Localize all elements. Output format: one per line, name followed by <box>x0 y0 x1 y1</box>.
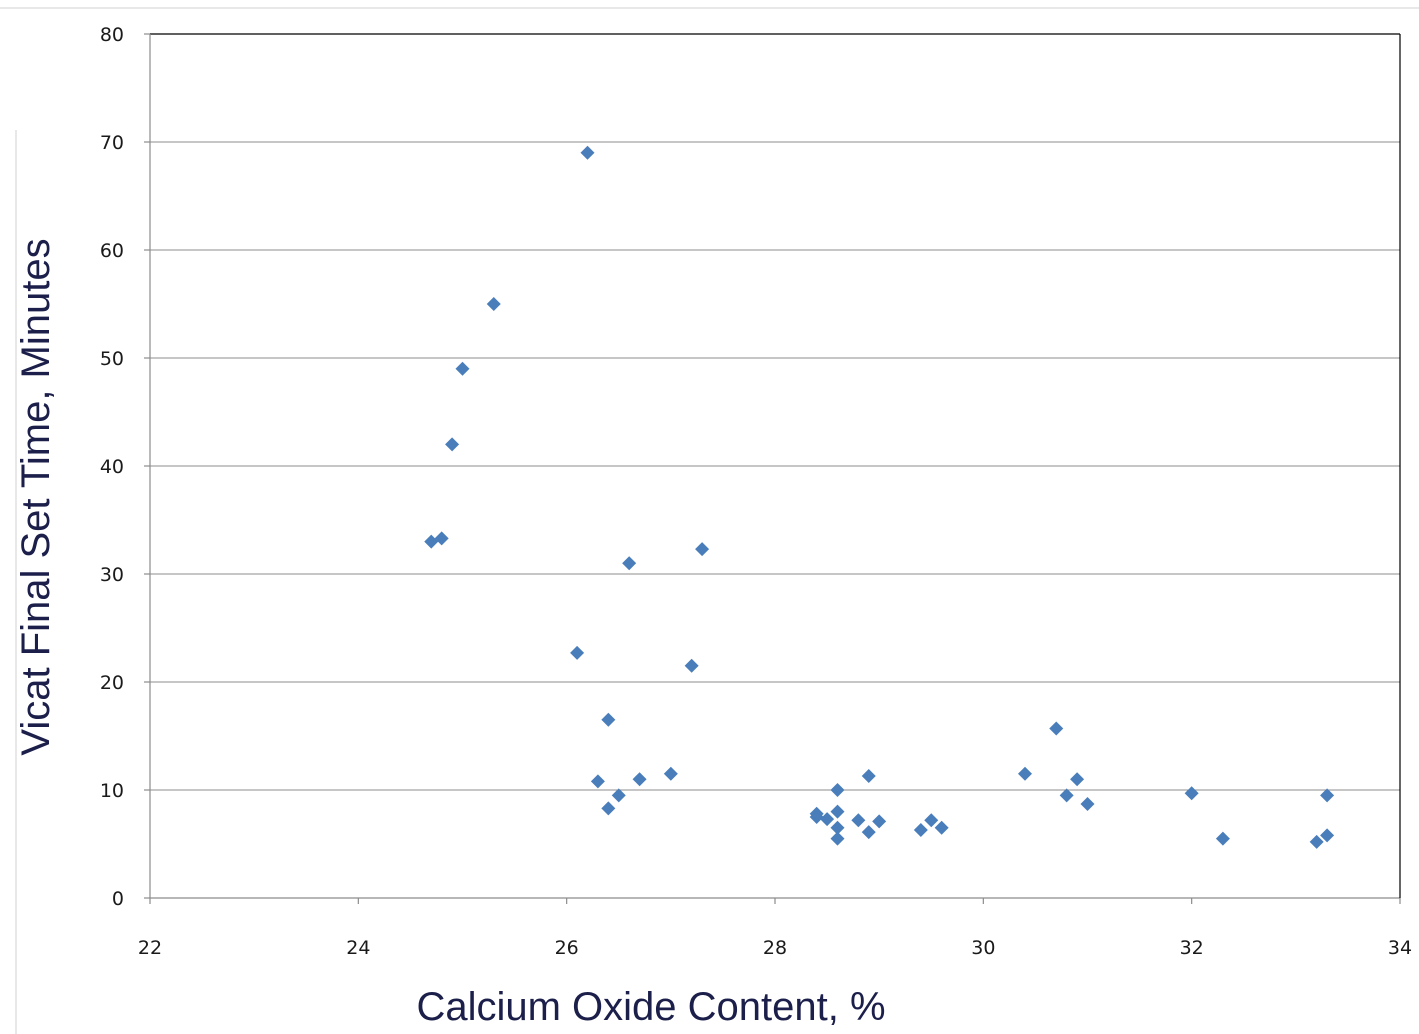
x-tick-label: 34 <box>1388 937 1412 959</box>
data-point <box>580 145 595 160</box>
data-point <box>455 361 470 376</box>
data-point <box>1309 834 1324 849</box>
data-point <box>1184 786 1199 801</box>
y-tick-label: 60 <box>100 240 124 262</box>
data-point <box>924 813 939 828</box>
data-point <box>830 804 845 819</box>
data-point <box>611 788 626 803</box>
y-tick-label: 80 <box>100 24 124 46</box>
data-point <box>632 772 647 787</box>
data-point <box>830 831 845 846</box>
data-point <box>1215 831 1230 846</box>
data-point <box>1049 721 1064 736</box>
data-point <box>434 531 449 546</box>
data-point <box>851 813 866 828</box>
data-point <box>830 820 845 835</box>
data-point <box>486 297 501 311</box>
data-point <box>590 774 605 789</box>
data-point <box>695 542 710 557</box>
x-axis-title: Calcium Oxide Content, % <box>416 985 885 1029</box>
y-tick-label: 20 <box>100 672 124 694</box>
data-point <box>809 810 824 824</box>
x-axis-tick-labels: 22 24 26 28 30 32 34 <box>138 937 1412 959</box>
data-point <box>1059 788 1074 803</box>
data-point <box>570 645 585 660</box>
x-tick-label: 24 <box>346 937 370 959</box>
x-tick-label: 28 <box>763 937 787 959</box>
y-tick-label: 0 <box>112 888 124 910</box>
data-point <box>820 812 835 827</box>
data-point <box>1070 772 1085 787</box>
y-tick-label: 30 <box>100 564 124 586</box>
data-point <box>424 534 439 549</box>
y-tick-label: 50 <box>100 348 124 370</box>
data-point <box>1018 766 1032 781</box>
data-point <box>1320 788 1335 803</box>
y-axis-tick-labels: 0 10 20 30 40 50 60 70 80 <box>100 24 124 910</box>
data-point <box>684 658 699 673</box>
x-tick-label: 30 <box>971 937 995 959</box>
data-point <box>1320 828 1335 843</box>
data-point <box>861 768 876 783</box>
data-point <box>601 801 616 816</box>
page-border <box>0 7 1419 1034</box>
x-tick-label: 22 <box>138 937 162 959</box>
y-tick-label: 70 <box>100 132 124 154</box>
data-point <box>830 783 845 797</box>
data-point <box>622 556 637 571</box>
y-tick-label: 40 <box>100 456 124 478</box>
x-tick-label: 32 <box>1180 937 1204 959</box>
data-point <box>913 822 928 837</box>
axes <box>144 33 1401 904</box>
data-point <box>663 766 678 781</box>
data-point <box>445 437 460 452</box>
data-point <box>1080 797 1095 812</box>
data-point <box>934 820 949 835</box>
x-tick-label: 26 <box>555 937 579 959</box>
data-point <box>601 712 616 727</box>
y-tick-label: 10 <box>100 780 124 802</box>
data-point <box>872 814 887 829</box>
y-axis-title: Vicat Final Set Time, Minutes <box>14 238 58 755</box>
gridlines <box>150 33 1400 791</box>
data-points <box>424 145 1335 849</box>
data-point <box>861 825 876 840</box>
